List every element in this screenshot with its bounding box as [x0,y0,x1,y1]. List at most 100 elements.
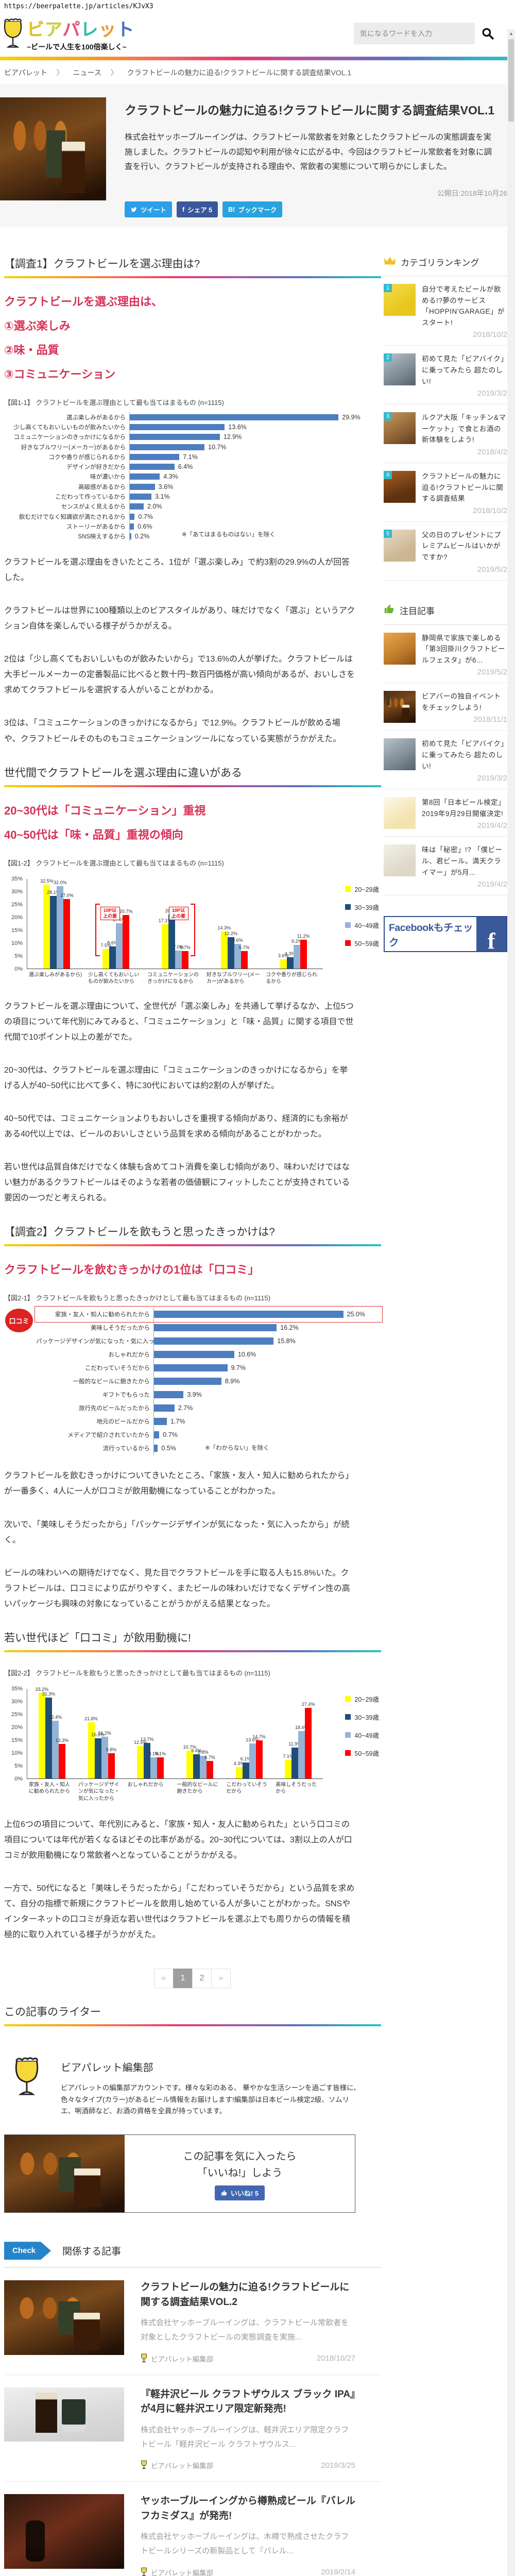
featured-articles-list: 静岡県で家族で楽しめる「第3回掛川クラフトビールフェスタ」が6... 2019/5… [384,625,507,896]
bar [130,453,180,460]
ranking-item-date: 2019/5/2 [477,565,507,574]
bar-track: 0.5% [153,1442,381,1455]
check-badge: Check [4,2242,52,2260]
site-logo[interactable]: ビアパレット ~ビールで人生を100倍楽しく~ [2,15,134,52]
bar-row: 選ぶ楽しみがあるから 29.9% [4,412,381,422]
search-input[interactable] [354,23,475,44]
ranking-item[interactable]: 2 初めて見た「ビアバイク」に乗ってみたら 超たのしい! 2019/3/2 [384,346,507,405]
bar-value-label: 2.0% [147,503,162,511]
bar-group: 4.3% 6.1% 13.6% 14.7% [225,1689,274,1778]
x-axis-label: コクや香りが感じられるから [266,972,317,985]
bar-value-label: 9.4% [191,1748,202,1753]
bar-label: 選ぶ楽しみがあるから [66,414,126,421]
ranking-item-date: 2019/3/2 [477,389,507,398]
featured-item[interactable]: 初めて見た「ビアバイク」に乗ってみたら 超たのしい! 2019/3/2 [384,731,507,790]
ranking-item-title[interactable]: クラフトビールの魅力に迫る!クラフトビールに関する調査結果 [422,472,504,503]
ranking-item-title[interactable]: 父の日のプレゼントにプレミアムビールはいかがですか? [422,531,501,561]
related-article-meta: ビアパレット編集部 2019/2/14 [141,2558,355,2576]
bar [154,1311,344,1318]
breadcrumb-news[interactable]: ニュース [73,69,101,77]
featured-item-thumbnail [384,844,416,877]
bar-row: 旅行先のビールだったから 2.7% [36,1401,381,1415]
bar [108,1753,115,1778]
facebook-logo-icon: f [476,917,506,952]
scrollbar-up-arrow[interactable]: ▲ [509,31,513,36]
featured-item-title[interactable]: 初めて見た「ビアバイク」に乗ってみたら 超たのしい! [422,740,505,770]
featured-item[interactable]: 味は「秘密」!? 「僕ビール、君ビール。満天クライマー」が5月... 2019/4… [384,837,507,896]
bar [154,1378,221,1385]
hatena-bookmark-button[interactable]: B! ブックマーク [222,201,283,218]
ranking-item-title[interactable]: 初めて見た「ビアバイク」に乗ってみたら 超たのしい! [422,355,505,385]
pagination-next[interactable]: » [211,1969,231,1989]
featured-item[interactable]: 静岡県で家族で楽しめる「第3回掛川クラフトビールフェスタ」が6... 2019/5… [384,625,507,684]
related-article-thumbnail[interactable] [4,2494,124,2569]
bar-row: こだわって作っているから 3.1% [4,492,381,502]
scrollbar-thumb[interactable] [508,39,514,122]
bar [130,483,155,490]
related-article-item[interactable]: 『軽井沢ビール クラフトザウルス ブラック IPA』が4月に軽井沢エリア限定新発… [4,2375,381,2482]
scrollbar[interactable]: ▲ [507,29,515,2576]
related-article-thumbnail[interactable] [4,2387,124,2442]
ranking-item[interactable]: 4 クラフトビールの魅力に迫る!クラフトビールに関する調査結果 2018/10/2 [384,463,507,522]
ranking-item-title[interactable]: ルクア大阪「キッチン&マーケット」で食とお酒の新体験をしよう! [422,414,506,444]
pagination-page-2[interactable]: 2 [192,1969,212,1989]
figure-caption: 【図2-2】 クラフトビールを飲もうと思ったきっかけとして最も当てはまるもの (… [4,1669,270,1677]
ranking-item[interactable]: 3 ルクア大阪「キッチン&マーケット」で食とお酒の新体験をしよう! 2018/4/2 [384,404,507,463]
facebook-share-button[interactable]: f シェア 5 [177,201,218,218]
featured-item-date: 2018/11/1 [473,715,507,724]
featured-item[interactable]: ビアバーの独自イベントをチェックしよう! 2018/11/1 [384,683,507,731]
bar-value-label: 27.4% [301,1701,315,1707]
bar-track: 13.6% [129,422,381,432]
bar [130,434,220,440]
pagination-page-1[interactable]: 1 [173,1969,193,1989]
bar [154,1351,234,1359]
bar-label: ストーリーがあるから [66,523,126,530]
featured-item-title[interactable]: ビアバーの独自イベントをチェックしよう! [422,692,501,711]
page-title: クラフトビールの魅力に迫る!クラフトビールに関する調査結果VOL.1 [125,104,495,117]
bar-value-label: 20.7% [119,909,133,914]
bar-value-label: 14.3% [217,925,231,931]
search-icon[interactable] [481,27,494,40]
related-article-thumbnail[interactable] [4,2280,124,2355]
y-axis-label: 10% [11,1750,23,1756]
bar-group: 14.3% 12.2% 9.6% 6.7% [204,879,264,969]
pagination-prev[interactable]: « [154,1969,174,1989]
related-articles-header: Check 関係する記事 [4,2242,381,2268]
bar [286,957,294,969]
ranking-item-title[interactable]: 自分で考えたビールが飲める!?夢のサービス「HOPPIN’GARAGE」がスター… [422,285,505,327]
writer-name[interactable]: ビアパレット編集部 [61,2062,153,2074]
related-article-title[interactable]: 『軽井沢ビール クラフトザウルス ブラック IPA』が4月に軽井沢エリア限定新発… [141,2388,355,2415]
bar-track: 8.9% [153,1375,381,1388]
bar-value-label: 17.1% [158,918,172,924]
like-button[interactable]: いいね! 5 [214,2185,265,2201]
bar-value-label: 4.3% [233,1761,245,1767]
bar [300,939,307,969]
bar [154,1431,160,1439]
featured-item-title[interactable]: 静岡県で家族で楽しめる「第3回掛川クラフトビールフェスタ」が6... [422,634,506,664]
bar-value-label: 3.6% [278,953,289,958]
related-article-title[interactable]: クラフトビールの魅力に迫る!クラフトビールに関する調査結果VOL.2 [141,2282,350,2308]
featured-item-title[interactable]: 味は「秘密」!? 「僕ビール、君ビール。満天クライマー」が5月... [422,846,503,876]
legend-label: 20~29歳 [354,886,379,893]
ranking-item[interactable]: 1 自分で考えたビールが飲める!?夢のサービス「HOPPIN’GARAGE」がスタ… [384,276,507,346]
bar [193,1754,200,1778]
bar [130,473,160,480]
featured-item-title[interactable]: 第8回「日本ビール検定」2019年9月29日開催決定! [422,799,506,818]
bar [101,1736,108,1778]
ranking-number-badge: 1 [384,284,392,293]
ranking-item[interactable]: 5 父の日のプレゼントにプレミアムビールはいかがですか? 2019/5/2 [384,522,507,581]
featured-item[interactable]: 第8回「日本ビール検定」2019年9月29日開催決定! 2019/4/2 [384,789,507,837]
bar-value-label: 22.4% [48,1714,62,1720]
facebook-page-box[interactable]: Facebookもチェック f [384,916,507,953]
bar-track: 25.0% [153,1308,381,1321]
tweet-button[interactable]: ツイート [125,201,173,218]
page-url: https://beerpalette.jp/articles/KJvX3 [4,3,153,10]
bar [154,1337,274,1345]
breadcrumb-home[interactable]: ビアパレット [4,69,47,77]
related-article-item[interactable]: ヤッホーブルーイングから樽熟成ビール『バレルフカミダス』が発売! 株式会社ヤッホー… [4,2482,381,2576]
related-article-title[interactable]: ヤッホーブルーイングから樽熟成ビール『バレルフカミダス』が発売! [141,2496,355,2521]
bar-value-label: 21.8% [84,1716,98,1721]
paragraph: 3位は、「コミュニケーションのきっかけになるから」で12.9%。クラフトビールが… [4,719,341,743]
bar-track: 2.0% [129,501,381,512]
related-article-item[interactable]: クラフトビールの魅力に迫る!クラフトビールに関する調査結果VOL.2 株式会社ヤッ… [4,2268,381,2375]
